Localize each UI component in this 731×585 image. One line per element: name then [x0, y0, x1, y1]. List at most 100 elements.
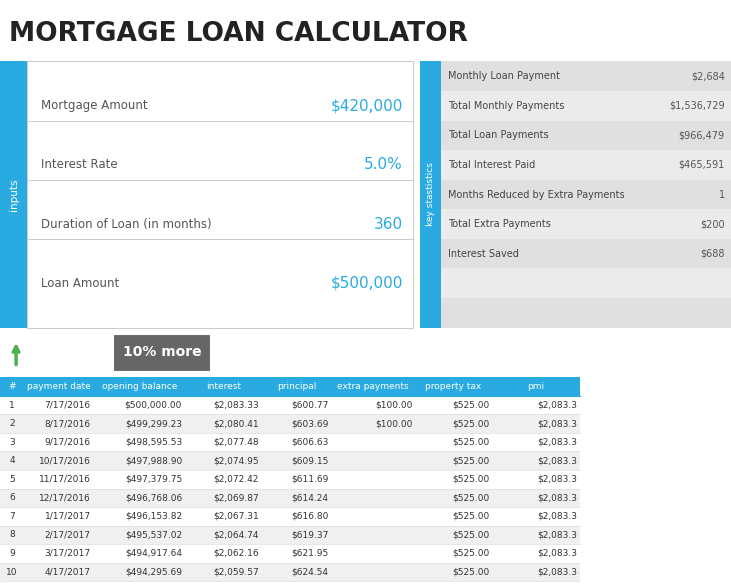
- Text: $500,000: $500,000: [330, 276, 403, 291]
- Bar: [0, 526, 24, 544]
- Bar: [24, 544, 94, 563]
- Text: extra payments: extra payments: [338, 382, 409, 391]
- Text: $494,295.69: $494,295.69: [125, 567, 182, 577]
- Text: 1/17/2017: 1/17/2017: [45, 512, 91, 521]
- Text: $600.77: $600.77: [291, 401, 328, 409]
- Bar: [262, 488, 331, 507]
- Bar: [492, 433, 580, 452]
- Text: Total Loan Payments: Total Loan Payments: [448, 130, 549, 140]
- Text: $2,077.48: $2,077.48: [213, 438, 259, 447]
- Bar: [262, 563, 331, 581]
- Text: $2,083.3: $2,083.3: [537, 401, 577, 409]
- Text: 9: 9: [10, 549, 15, 558]
- Text: 8: 8: [10, 531, 15, 539]
- Bar: [94, 488, 185, 507]
- Text: interest: interest: [206, 382, 240, 391]
- Text: $100.00: $100.00: [375, 419, 412, 428]
- Text: $525.00: $525.00: [452, 401, 489, 409]
- Text: 7/17/2016: 7/17/2016: [45, 401, 91, 409]
- Bar: [415, 396, 492, 414]
- Bar: [262, 507, 331, 526]
- Text: 7: 7: [10, 512, 15, 521]
- Text: $465,591: $465,591: [678, 160, 724, 170]
- Bar: [0, 433, 24, 452]
- Text: $616.80: $616.80: [291, 512, 328, 521]
- Text: $200: $200: [700, 219, 724, 229]
- Bar: [415, 433, 492, 452]
- Text: 10: 10: [7, 567, 18, 577]
- Bar: [185, 507, 262, 526]
- Bar: [331, 414, 415, 433]
- Text: $603.69: $603.69: [291, 419, 328, 428]
- Bar: [441, 269, 731, 298]
- Bar: [94, 377, 185, 396]
- Text: 3: 3: [10, 438, 15, 447]
- Bar: [331, 563, 415, 581]
- Bar: [492, 526, 580, 544]
- Bar: [94, 526, 185, 544]
- Text: $2,083.3: $2,083.3: [537, 456, 577, 465]
- Text: Months Reduced by Extra Payments: Months Reduced by Extra Payments: [448, 190, 625, 199]
- Bar: [0, 507, 24, 526]
- Text: $2,083.3: $2,083.3: [537, 493, 577, 503]
- Text: $966,479: $966,479: [678, 130, 724, 140]
- Text: $525.00: $525.00: [452, 567, 489, 577]
- Text: MORTGAGE LOAN CALCULATOR: MORTGAGE LOAN CALCULATOR: [9, 21, 468, 47]
- Text: 10% more: 10% more: [123, 346, 201, 359]
- Text: $525.00: $525.00: [452, 475, 489, 484]
- Bar: [24, 414, 94, 433]
- Text: $619.37: $619.37: [291, 531, 328, 539]
- Text: Total Monthly Payments: Total Monthly Payments: [448, 101, 564, 111]
- Text: $525.00: $525.00: [452, 531, 489, 539]
- Bar: [492, 452, 580, 470]
- Bar: [262, 470, 331, 488]
- Bar: [24, 396, 94, 414]
- Text: Monthly Loan Payment: Monthly Loan Payment: [448, 71, 560, 81]
- Text: Total Interest Paid: Total Interest Paid: [448, 160, 536, 170]
- Text: pmi: pmi: [527, 382, 545, 391]
- Text: Loan Amount: Loan Amount: [42, 277, 120, 290]
- Text: $2,067.31: $2,067.31: [213, 512, 259, 521]
- Text: $606.63: $606.63: [291, 438, 328, 447]
- Bar: [492, 507, 580, 526]
- Bar: [331, 470, 415, 488]
- Text: 3/17/2017: 3/17/2017: [45, 549, 91, 558]
- Text: 6: 6: [10, 493, 15, 503]
- Text: $525.00: $525.00: [452, 549, 489, 558]
- Bar: [415, 470, 492, 488]
- Bar: [441, 61, 731, 91]
- Text: Mortgage Amount: Mortgage Amount: [42, 99, 148, 112]
- Bar: [185, 414, 262, 433]
- Bar: [185, 433, 262, 452]
- Bar: [24, 563, 94, 581]
- Bar: [0, 563, 24, 581]
- Bar: [94, 470, 185, 488]
- Bar: [185, 396, 262, 414]
- Text: 2/17/2017: 2/17/2017: [45, 531, 91, 539]
- Bar: [441, 298, 731, 328]
- Text: $2,083.3: $2,083.3: [537, 567, 577, 577]
- Text: 4/17/2017: 4/17/2017: [45, 567, 91, 577]
- Bar: [331, 396, 415, 414]
- Text: key stastistics: key stastistics: [426, 163, 435, 226]
- FancyBboxPatch shape: [113, 333, 211, 372]
- Text: $2,069.87: $2,069.87: [213, 493, 259, 503]
- Text: $2,072.42: $2,072.42: [213, 475, 259, 484]
- Text: $614.24: $614.24: [291, 493, 328, 503]
- Bar: [185, 544, 262, 563]
- Bar: [415, 414, 492, 433]
- Text: $496,768.06: $496,768.06: [125, 493, 182, 503]
- Text: If you pay: If you pay: [28, 346, 96, 359]
- Bar: [0, 470, 24, 488]
- Bar: [24, 488, 94, 507]
- Text: 8/17/2016: 8/17/2016: [45, 419, 91, 428]
- Bar: [441, 150, 731, 180]
- Text: $2,080.41: $2,080.41: [213, 419, 259, 428]
- Bar: [262, 526, 331, 544]
- Text: $525.00: $525.00: [452, 438, 489, 447]
- Bar: [94, 433, 185, 452]
- Text: 10/17/2016: 10/17/2016: [39, 456, 91, 465]
- Text: $2,684: $2,684: [691, 71, 724, 81]
- Text: $525.00: $525.00: [452, 419, 489, 428]
- Bar: [492, 488, 580, 507]
